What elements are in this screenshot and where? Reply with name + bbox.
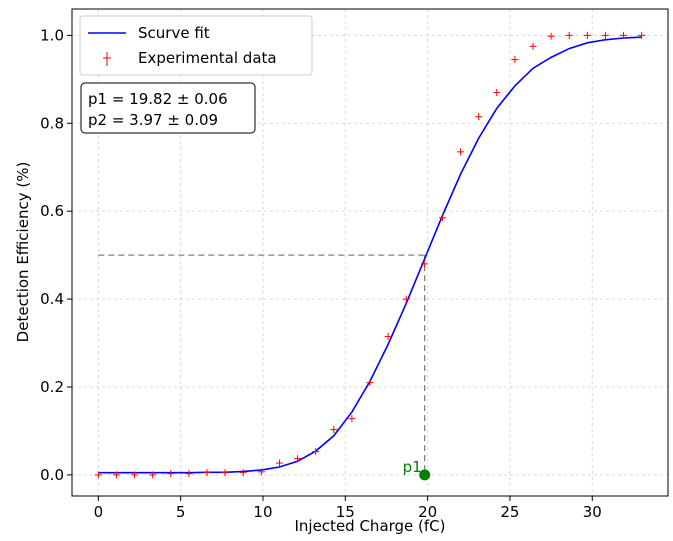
param-p1: p1 = 19.82 ± 0.06 (88, 90, 228, 108)
x-ticks: 0 5 10 15 20 25 30 (94, 496, 602, 521)
y-tick-label: 0.4 (40, 290, 64, 308)
x-axis-label: Injected Charge (fC) (294, 517, 445, 535)
experimental-point (601, 31, 609, 39)
experimental-point (583, 31, 591, 39)
experimental-point (511, 56, 519, 64)
experimental-point (330, 426, 338, 434)
experimental-point (131, 471, 139, 479)
experimental-point (529, 42, 537, 50)
experimental-point (384, 332, 392, 340)
legend-label-data: Experimental data (138, 49, 277, 67)
experimental-point (348, 415, 356, 423)
y-tick-label: 0.2 (40, 378, 64, 396)
experimental-point (275, 459, 283, 467)
y-ticks: 0.0 0.2 0.4 0.6 0.8 1.0 (40, 26, 72, 484)
experimental-point (475, 113, 483, 121)
experimental-point (366, 379, 374, 387)
x-tick-label: 10 (253, 503, 272, 521)
x-tick-label: 15 (336, 503, 355, 521)
x-tick-label: 5 (176, 503, 186, 521)
experimental-point (185, 470, 193, 478)
y-tick-label: 0.0 (40, 466, 64, 484)
experimental-point (420, 260, 428, 268)
param-p2: p2 = 3.97 ± 0.09 (88, 111, 218, 129)
y-tick-label: 0.8 (40, 114, 64, 132)
legend: Scurve fit Experimental data (79, 15, 313, 76)
experimental-point (167, 470, 175, 478)
grid (72, 9, 668, 496)
plot-frame (71, 8, 669, 497)
legend-marker-swatch (103, 52, 111, 66)
experimental-point (221, 469, 229, 477)
fit-parameters-box: p1 = 19.82 ± 0.06 p2 = 3.97 ± 0.09 (80, 82, 256, 134)
reference-lines (98, 254, 426, 475)
y-axis-label: Detection Efficiency (%) (14, 162, 32, 343)
x-tick-label: 20 (418, 503, 437, 521)
experimental-point (94, 471, 102, 479)
experimental-point (638, 31, 646, 39)
p1-marker (419, 469, 431, 481)
x-tick-label: 25 (500, 503, 519, 521)
experimental-point (438, 214, 446, 222)
param-box (80, 82, 256, 134)
legend-box (79, 15, 313, 76)
experimental-point (493, 89, 501, 97)
experimental-point (620, 31, 628, 39)
y-tick-label: 0.6 (40, 202, 64, 220)
experimental-point (112, 471, 120, 479)
legend-label-fit: Scurve fit (138, 24, 210, 42)
experimental-point (294, 455, 302, 463)
x-tick-label: 0 (94, 503, 104, 521)
p1-label: p1 (403, 458, 422, 476)
experimental-point (312, 448, 320, 456)
experimental-point (203, 469, 211, 477)
x-tick-label: 30 (583, 503, 602, 521)
experimental-point (257, 468, 265, 476)
experimental-point (547, 32, 555, 40)
experimental-point (149, 471, 157, 479)
experimental-point (457, 148, 465, 156)
experimental-point (565, 31, 573, 39)
series-layer: p1 (94, 31, 646, 481)
y-tick-label: 1.0 (40, 26, 64, 44)
experimental-point (402, 295, 410, 303)
experimental-point (239, 469, 247, 477)
